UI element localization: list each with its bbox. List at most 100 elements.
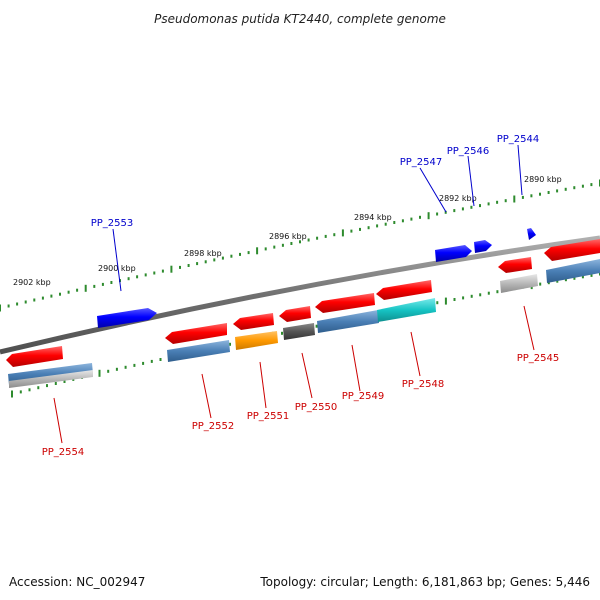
minor-tick <box>247 251 250 255</box>
minor-tick <box>496 200 499 204</box>
minor-tick <box>133 363 136 367</box>
reverse-strand-genes <box>6 239 600 367</box>
minor-tick <box>16 302 19 306</box>
leader-lines <box>53 144 535 444</box>
gene-arrow-pp2546[interactable] <box>474 240 492 253</box>
minor-tick <box>101 282 104 286</box>
feature-bar-steel <box>317 310 379 333</box>
gene-label-pp2545[interactable]: PP_2545 <box>517 353 560 364</box>
minor-tick <box>229 342 231 346</box>
major-tick <box>444 297 447 305</box>
gene-arrow-pp2550[interactable] <box>279 306 311 322</box>
feature-bars <box>8 259 600 388</box>
position-ticks-outer <box>0 179 600 312</box>
gene-arrow-edge[interactable] <box>544 239 600 261</box>
gene-label-pp2544[interactable]: PP_2544 <box>497 134 540 145</box>
minor-tick <box>63 380 66 383</box>
minor-tick <box>281 243 284 247</box>
minor-tick <box>33 298 36 302</box>
minor-tick <box>213 258 216 262</box>
gene-arrow-pp2549[interactable] <box>315 293 375 313</box>
minor-tick <box>581 275 584 279</box>
leader-line <box>351 344 361 392</box>
gene-label-pp2548[interactable]: PP_2548 <box>402 379 445 390</box>
gene-arrow-pp2544[interactable] <box>527 228 536 240</box>
minor-tick <box>590 183 593 187</box>
feature-bar-steel <box>167 340 230 362</box>
minor-tick <box>539 192 541 196</box>
minor-tick <box>461 207 464 211</box>
minor-tick <box>436 301 439 305</box>
gene-arrow-pp2548[interactable] <box>376 280 432 300</box>
minor-tick <box>376 224 379 228</box>
leader-line <box>523 305 535 351</box>
accession-text: Accession: NC_002947 <box>9 575 145 589</box>
minor-tick <box>264 247 267 251</box>
gene-label-pp2552[interactable]: PP_2552 <box>192 421 235 432</box>
leader-line <box>112 228 122 292</box>
minor-tick <box>221 256 224 260</box>
minor-tick <box>144 273 147 277</box>
minor-tick <box>239 252 241 256</box>
minor-tick <box>136 275 139 279</box>
position-label: 2894 kbp <box>354 213 392 222</box>
minor-tick <box>115 367 118 371</box>
minor-tick <box>93 284 96 288</box>
minor-tick <box>453 209 456 213</box>
gene-arrow-pp2552[interactable] <box>165 323 227 344</box>
major-tick <box>256 247 259 255</box>
major-tick <box>341 229 344 237</box>
minor-tick <box>393 221 396 224</box>
position-label: 2898 kbp <box>184 249 222 258</box>
gene-label-pp2551[interactable]: PP_2551 <box>247 411 290 422</box>
genome-backbone <box>0 235 600 355</box>
minor-tick <box>479 293 482 297</box>
minor-tick <box>316 236 319 240</box>
minor-tick <box>124 365 127 369</box>
leader-line <box>410 331 421 377</box>
minor-tick <box>187 264 190 267</box>
minor-tick <box>453 298 456 301</box>
minor-tick <box>410 217 413 221</box>
gene-label-pp2550[interactable]: PP_2550 <box>295 402 338 413</box>
leader-line <box>467 155 475 207</box>
gene-arrow-pp2545[interactable] <box>498 257 532 273</box>
minor-tick <box>521 195 524 199</box>
minor-tick <box>479 204 481 208</box>
gene-arrow-pp2554[interactable] <box>6 346 63 367</box>
leader-line <box>201 373 212 419</box>
minor-tick <box>444 210 447 214</box>
minor-tick <box>333 233 336 237</box>
minor-tick <box>24 300 27 304</box>
gene-label-pp2553[interactable]: PP_2553 <box>91 218 134 229</box>
minor-tick <box>161 269 164 273</box>
gene-label-pp2549[interactable]: PP_2549 <box>342 391 385 402</box>
minor-tick <box>19 390 22 394</box>
gene-arrow-pp2553[interactable] <box>97 308 157 328</box>
minor-tick <box>67 290 70 294</box>
minor-tick <box>46 384 48 388</box>
minor-tick <box>496 290 499 294</box>
gene-arrow-pp2547[interactable] <box>435 245 472 262</box>
minor-tick <box>401 219 404 223</box>
minor-tick <box>59 292 61 296</box>
minor-tick <box>419 215 421 219</box>
gene-label-pp2554[interactable]: PP_2554 <box>42 447 85 458</box>
minor-tick <box>37 386 40 390</box>
gene-label-pp2546[interactable]: PP_2546 <box>447 146 490 157</box>
feature-bar-steel <box>546 259 600 283</box>
major-tick <box>427 212 430 220</box>
minor-tick <box>142 361 145 365</box>
minor-tick <box>159 358 162 361</box>
feature-bar-cyan <box>377 298 436 322</box>
genome-summary-text: Topology: circular; Length: 6,181,863 bp… <box>259 575 590 589</box>
minor-tick <box>573 186 576 190</box>
gene-arrow-pp2551[interactable] <box>233 313 274 330</box>
minor-tick <box>359 227 361 231</box>
minor-tick <box>462 296 465 300</box>
gene-label-pp2547[interactable]: PP_2547 <box>400 157 443 168</box>
major-tick <box>98 369 101 377</box>
minor-tick <box>581 184 584 188</box>
minor-tick <box>299 240 301 244</box>
minor-tick <box>530 194 533 198</box>
